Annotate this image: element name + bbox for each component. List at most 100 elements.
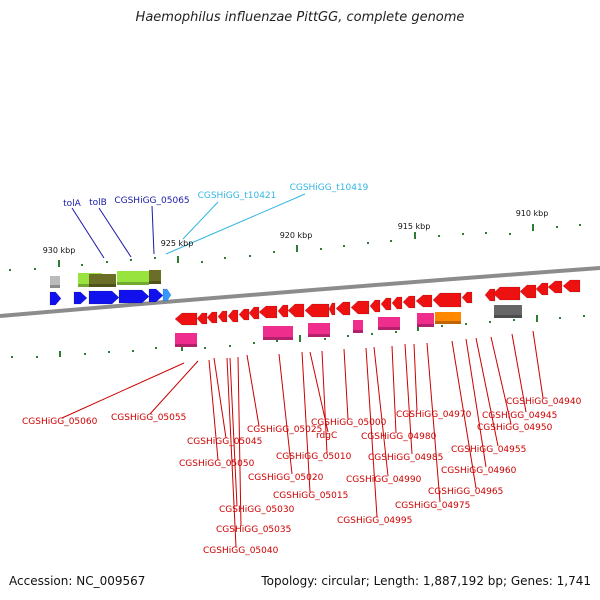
leader-line [365, 347, 378, 518]
leader-line [246, 354, 260, 427]
gene-label: CGSHiGG_04995 [337, 516, 412, 526]
gene-reverse [380, 297, 392, 311]
leader-line [151, 205, 155, 255]
gene-reverse [277, 304, 289, 318]
scale-tick [9, 269, 11, 271]
cds-box [353, 320, 363, 333]
gene-reverse [492, 286, 521, 301]
gene-reverse [484, 288, 496, 302]
cds-box-body [89, 274, 116, 287]
genome-summary-text: Topology: circular; Length: 1,887,192 bp… [261, 574, 591, 588]
cds-box-body [353, 320, 363, 333]
cds-box [263, 326, 293, 340]
scale-tick [532, 224, 534, 231]
leader-line [213, 357, 227, 439]
cds-box-shade [353, 330, 363, 333]
scale-tick [253, 342, 255, 344]
gene-reverse [328, 302, 336, 316]
gene-forward [73, 291, 88, 305]
cds-box-body [175, 333, 197, 347]
cds-box [50, 276, 60, 288]
scale-tick [462, 233, 464, 235]
gene-reverse [217, 310, 228, 323]
scale-tick [177, 256, 179, 263]
gene-reverse [335, 301, 351, 316]
scale-tick [489, 321, 491, 323]
scale-tick [59, 351, 61, 357]
gene-label: tolB [89, 198, 107, 208]
scale-tick [438, 235, 440, 237]
scale-tick [371, 333, 373, 335]
gene-label: CGSHiGG_05040 [203, 546, 279, 556]
scale-tick [441, 325, 443, 327]
scale-tick [224, 257, 226, 259]
gene-forward [118, 289, 150, 304]
gene-label: CGSHiGG_04965 [428, 487, 503, 497]
gene-label: CGSHiGG_05050 [179, 459, 255, 469]
scale-tick [84, 353, 86, 355]
scale-tick [201, 261, 203, 263]
scale-tick [155, 347, 157, 349]
gene-label: CGSHiGG_04955 [451, 445, 526, 455]
scale-tick [513, 319, 515, 321]
feature-layer [49, 270, 581, 347]
leader-line [98, 207, 132, 258]
cds-box-body [435, 312, 461, 324]
scale-label: 925 kbp [161, 239, 194, 248]
gene-label: CGSHiGG_05010 [276, 452, 352, 462]
leader-line [309, 351, 329, 433]
cds-box-shade [378, 327, 400, 330]
leader-line [182, 201, 219, 240]
scale-tick [324, 338, 326, 340]
gene-reverse [402, 295, 416, 309]
cds-box-shade [435, 321, 461, 324]
leader-line [413, 343, 418, 412]
scale-tick [249, 255, 251, 257]
gene-forward [49, 291, 62, 306]
gene-label: CGSHiGG_t10421 [198, 191, 277, 201]
leader-line [451, 340, 477, 489]
leader-line [404, 343, 413, 455]
scale-tick [299, 335, 301, 342]
gene-label: CGSHiGG_04990 [346, 475, 422, 485]
gene-reverse [415, 294, 433, 308]
gene-reverse [304, 303, 330, 318]
cds-box [378, 317, 400, 330]
gene-label: CGSHiGG_05025 [247, 425, 322, 435]
scale-tick [559, 317, 561, 319]
leader-line [475, 337, 499, 447]
gene-label: CGSHiGG_05020 [248, 473, 324, 483]
leader-line [208, 359, 219, 461]
tick-layer [9, 224, 585, 358]
gene-reverse [547, 280, 563, 294]
cds-box [175, 333, 197, 347]
scale-tick [296, 245, 298, 252]
gene-label: rdgC [316, 431, 337, 441]
cds-box-shade [494, 315, 522, 318]
leader-line [511, 333, 527, 413]
cds-box-shade [417, 324, 434, 327]
gene-reverse [519, 284, 537, 299]
gene-label: tolA [63, 199, 82, 209]
gene-label: CGSHiGG_04975 [395, 501, 470, 511]
scale-tick [465, 323, 467, 325]
gene-reverse [461, 291, 473, 304]
gene-label: CGSHiGG_04960 [441, 466, 517, 476]
leader-line [165, 193, 306, 255]
leader-line [465, 338, 487, 468]
gene-label: CGSHiGG_04950 [477, 423, 553, 433]
gene-reverse [227, 309, 239, 323]
gene-reverse [350, 300, 370, 315]
cds-box-shade [175, 344, 197, 347]
scale-tick [485, 232, 487, 234]
scale-tick [276, 340, 278, 342]
backbone-layer [0, 266, 600, 318]
gene-reverse [238, 308, 250, 321]
gene-reverse [562, 279, 581, 293]
scale-tick [536, 315, 538, 322]
leader-line [237, 356, 242, 527]
leader-line [226, 357, 237, 548]
gene-label: CGSHiGG_05015 [273, 491, 348, 501]
scale-tick [229, 345, 231, 347]
gene-reverse [206, 311, 218, 324]
